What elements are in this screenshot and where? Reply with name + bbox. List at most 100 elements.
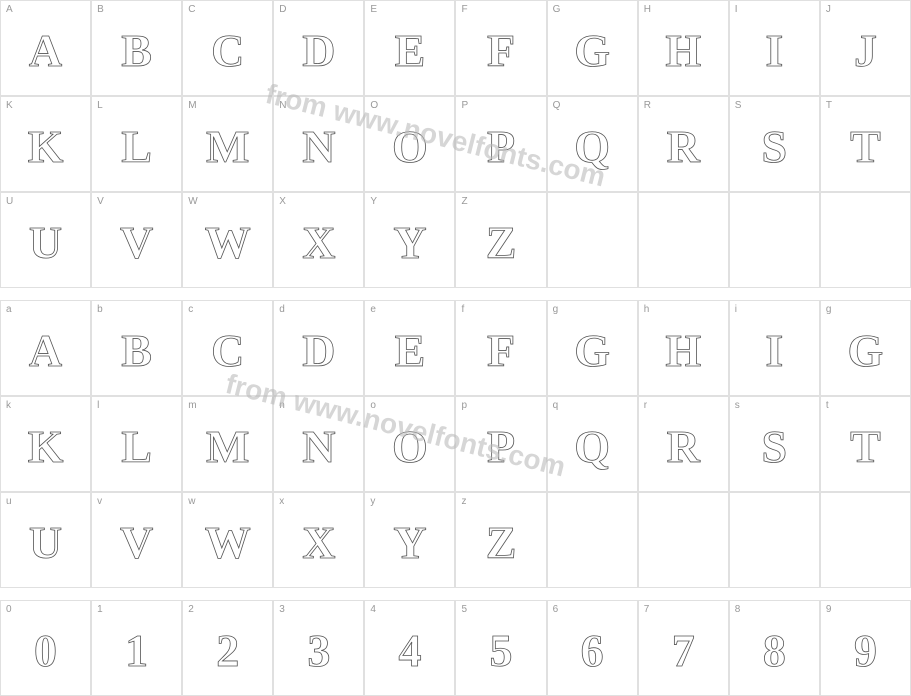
glyph-cell: 44 bbox=[364, 600, 455, 696]
empty-cell bbox=[547, 492, 638, 588]
glyph-cell: mM bbox=[182, 396, 273, 492]
cell-label: o bbox=[370, 400, 376, 411]
cell-label: n bbox=[279, 400, 285, 411]
glyph-cell: DD bbox=[273, 0, 364, 96]
cell-label: F bbox=[461, 4, 467, 15]
cell-glyph: V bbox=[120, 216, 153, 269]
cell-glyph: R bbox=[667, 420, 700, 473]
cell-label: 7 bbox=[644, 604, 650, 615]
cell-label: N bbox=[279, 100, 286, 111]
glyph-cell: TT bbox=[820, 96, 911, 192]
empty-cell bbox=[638, 192, 729, 288]
cell-glyph: Y bbox=[393, 216, 426, 269]
glyph-cell: 99 bbox=[820, 600, 911, 696]
glyph-cell: 77 bbox=[638, 600, 729, 696]
cell-label: Y bbox=[370, 196, 377, 207]
cell-glyph: O bbox=[392, 420, 428, 473]
glyph-cell: fF bbox=[455, 300, 546, 396]
cell-label: r bbox=[644, 400, 647, 411]
cell-glyph: D bbox=[302, 324, 335, 377]
cell-label: m bbox=[188, 400, 196, 411]
glyph-cell: bB bbox=[91, 300, 182, 396]
cell-glyph: U bbox=[29, 516, 62, 569]
cell-label: A bbox=[6, 4, 13, 15]
cell-glyph: T bbox=[850, 120, 881, 173]
cell-glyph: A bbox=[29, 324, 62, 377]
glyph-cell: QQ bbox=[547, 96, 638, 192]
glyph-cell: EE bbox=[364, 0, 455, 96]
cell-glyph: 7 bbox=[672, 624, 695, 677]
cell-label: g bbox=[553, 304, 559, 315]
glyph-cell: BB bbox=[91, 0, 182, 96]
glyph-cell: YY bbox=[364, 192, 455, 288]
cell-glyph: B bbox=[121, 24, 152, 77]
cell-glyph: E bbox=[395, 324, 426, 377]
grid-row: aA bB cC dD eE fF gG hH iI gG kK lL mM n… bbox=[0, 300, 911, 588]
cell-label: i bbox=[735, 304, 737, 315]
glyph-cell: vV bbox=[91, 492, 182, 588]
cell-label: a bbox=[6, 304, 12, 315]
glyph-cell: hH bbox=[638, 300, 729, 396]
cell-glyph: L bbox=[121, 420, 152, 473]
glyph-cell: 00 bbox=[0, 600, 91, 696]
cell-glyph: N bbox=[302, 120, 335, 173]
cell-glyph: M bbox=[206, 420, 249, 473]
row-gap bbox=[0, 588, 911, 600]
glyph-cell: HH bbox=[638, 0, 729, 96]
cell-label: I bbox=[735, 4, 738, 15]
glyph-cell: pP bbox=[455, 396, 546, 492]
cell-glyph: R bbox=[667, 120, 700, 173]
cell-label: 8 bbox=[735, 604, 741, 615]
cell-label: 4 bbox=[370, 604, 376, 615]
cell-glyph: 0 bbox=[34, 624, 57, 677]
cell-glyph: P bbox=[487, 420, 515, 473]
empty-cell bbox=[547, 192, 638, 288]
uppercase-block: AA BB CC DD EE FF GG HH II JJ KK LL MM N… bbox=[0, 0, 911, 288]
cell-label: D bbox=[279, 4, 286, 15]
cell-label: J bbox=[826, 4, 831, 15]
cell-label: K bbox=[6, 100, 13, 111]
glyph-cell: tT bbox=[820, 396, 911, 492]
cell-glyph: 1 bbox=[125, 624, 148, 677]
cell-label: S bbox=[735, 100, 742, 111]
cell-label: f bbox=[461, 304, 464, 315]
cell-label: 3 bbox=[279, 604, 285, 615]
cell-label: G bbox=[553, 4, 561, 15]
glyph-cell: 33 bbox=[273, 600, 364, 696]
glyph-cell: lL bbox=[91, 396, 182, 492]
cell-label: w bbox=[188, 496, 195, 507]
cell-label: Q bbox=[553, 100, 561, 111]
cell-label: 2 bbox=[188, 604, 194, 615]
empty-cell bbox=[820, 192, 911, 288]
glyph-cell: gG bbox=[547, 300, 638, 396]
cell-glyph: P bbox=[487, 120, 515, 173]
glyph-cell: 88 bbox=[729, 600, 820, 696]
cell-glyph: 8 bbox=[763, 624, 786, 677]
cell-glyph: Z bbox=[486, 216, 517, 269]
empty-cell bbox=[820, 492, 911, 588]
cell-label: b bbox=[97, 304, 103, 315]
cell-glyph: I bbox=[765, 324, 783, 377]
cell-glyph: U bbox=[29, 216, 62, 269]
cell-glyph: 2 bbox=[216, 624, 239, 677]
cell-label: p bbox=[461, 400, 467, 411]
cell-label: X bbox=[279, 196, 286, 207]
lowercase-block: aA bB cC dD eE fF gG hH iI gG kK lL mM n… bbox=[0, 300, 911, 588]
cell-glyph: D bbox=[302, 24, 335, 77]
cell-label: u bbox=[6, 496, 12, 507]
cell-glyph: Z bbox=[486, 516, 517, 569]
glyph-cell: 22 bbox=[182, 600, 273, 696]
font-chart: AA BB CC DD EE FF GG HH II JJ KK LL MM N… bbox=[0, 0, 911, 696]
empty-cell bbox=[638, 492, 729, 588]
cell-glyph: M bbox=[206, 120, 249, 173]
cell-glyph: N bbox=[302, 420, 335, 473]
cell-label: z bbox=[461, 496, 466, 507]
cell-label: R bbox=[644, 100, 651, 111]
cell-glyph: X bbox=[302, 516, 335, 569]
glyph-cell: gG bbox=[820, 300, 911, 396]
glyph-cell: VV bbox=[91, 192, 182, 288]
glyph-cell: kK bbox=[0, 396, 91, 492]
numbers-block: 00 11 22 33 44 55 66 77 88 99 bbox=[0, 600, 911, 696]
cell-label: P bbox=[461, 100, 468, 111]
cell-label: 6 bbox=[553, 604, 559, 615]
